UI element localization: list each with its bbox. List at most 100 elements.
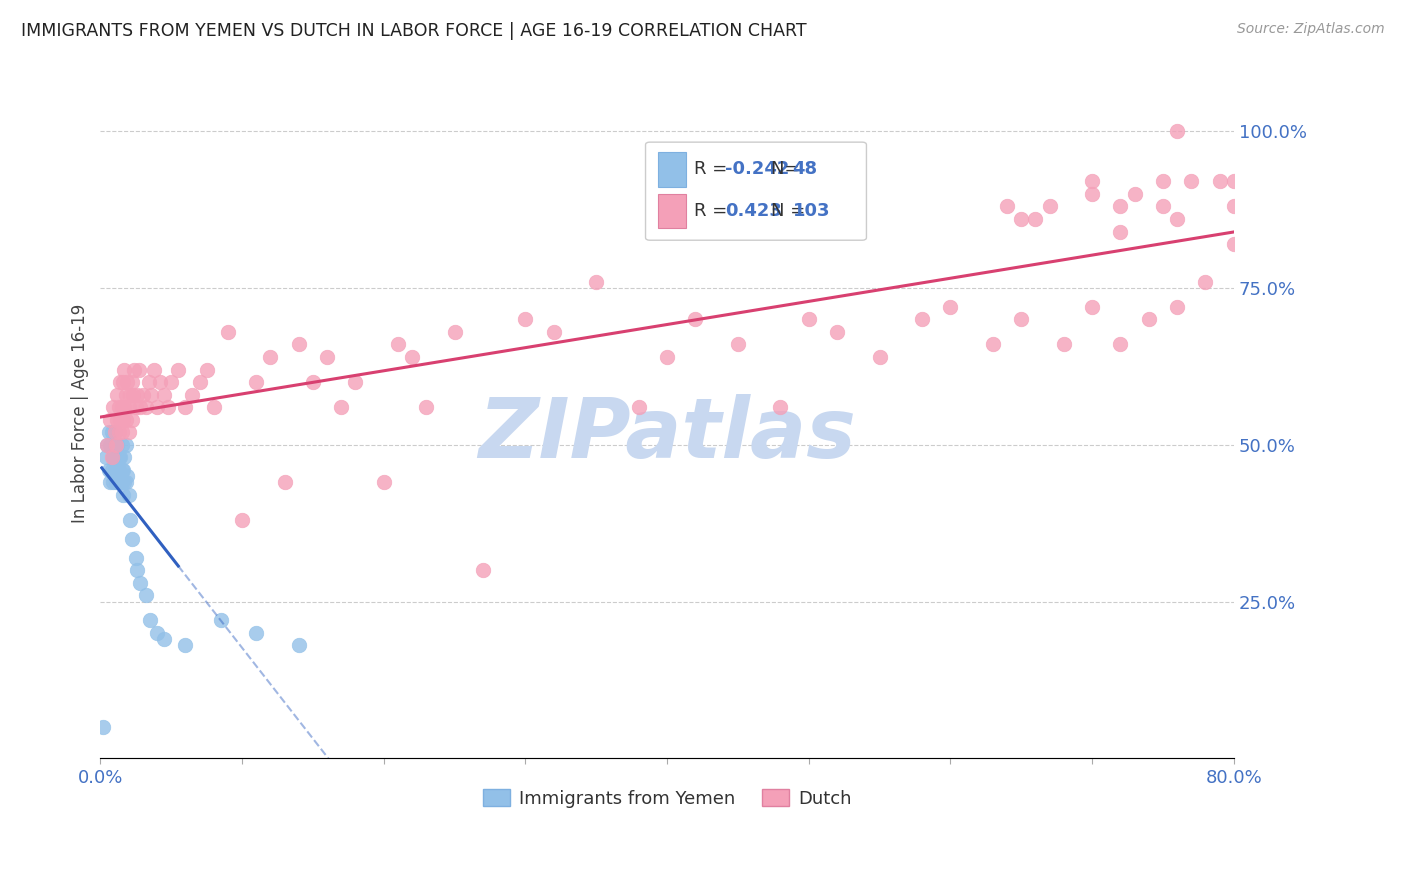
Point (401, 350, 423, 364)
Point (115, 387, 138, 401)
Point (153, 632, 176, 647)
Point (103, 425, 125, 440)
Point (118, 425, 141, 440)
Point (245, 626, 267, 640)
Text: 103: 103 (793, 202, 830, 220)
Point (101, 475, 124, 490)
Point (105, 463, 128, 477)
Point (1166, 212, 1188, 227)
Point (107, 400, 129, 414)
Point (415, 400, 437, 414)
Point (330, 400, 353, 414)
Point (108, 450, 131, 465)
Point (167, 362, 190, 376)
Point (231, 513, 253, 527)
Point (117, 375, 139, 389)
Point (1137, 312, 1160, 326)
Text: 48: 48 (793, 161, 818, 178)
Point (1109, 225, 1132, 239)
Text: R =: R = (695, 202, 740, 220)
Point (302, 375, 325, 389)
Point (111, 375, 134, 389)
Point (939, 300, 962, 314)
Point (107, 463, 129, 477)
Point (105, 387, 128, 401)
Point (287, 639, 309, 653)
Point (149, 375, 172, 389)
Point (105, 413, 128, 427)
Point (769, 400, 792, 414)
Point (121, 413, 143, 427)
Point (1053, 337, 1076, 351)
Point (1081, 300, 1104, 314)
Point (114, 400, 136, 414)
Point (443, 325, 465, 339)
Point (110, 425, 132, 440)
Point (111, 413, 134, 427)
Point (125, 550, 148, 565)
Point (101, 450, 124, 465)
Point (96, 438, 118, 452)
Point (121, 532, 143, 546)
Point (316, 350, 339, 364)
Point (108, 375, 131, 389)
Point (217, 325, 239, 339)
Point (114, 475, 136, 490)
Point (825, 325, 848, 339)
Point (195, 362, 218, 376)
Point (1223, 199, 1246, 213)
Point (111, 488, 134, 502)
Point (98, 438, 121, 452)
Point (543, 325, 565, 339)
Point (103, 438, 125, 452)
Point (104, 475, 127, 490)
Point (122, 387, 145, 401)
Text: ZIPatlas: ZIPatlas (478, 393, 856, 475)
Point (120, 387, 142, 401)
Point (273, 475, 295, 490)
Point (96, 438, 118, 452)
Point (146, 400, 169, 414)
Point (1208, 174, 1230, 188)
Point (143, 362, 166, 376)
Text: IMMIGRANTS FROM YEMEN VS DUTCH IN LABOR FORCE | AGE 16-19 CORRELATION CHART: IMMIGRANTS FROM YEMEN VS DUTCH IN LABOR … (21, 22, 807, 40)
Y-axis label: In Labor Force | Age 16-19: In Labor Force | Age 16-19 (72, 304, 89, 523)
Point (387, 337, 409, 351)
Point (128, 362, 150, 376)
Point (1109, 199, 1132, 213)
Point (120, 513, 142, 527)
Point (127, 563, 149, 577)
Text: N=: N= (770, 161, 806, 178)
Point (146, 626, 169, 640)
Text: 0.423: 0.423 (725, 202, 782, 220)
Point (1166, 124, 1188, 138)
Point (515, 312, 537, 326)
Point (981, 337, 1004, 351)
Point (627, 400, 650, 414)
Point (135, 588, 157, 602)
Point (174, 639, 197, 653)
Point (105, 475, 128, 490)
Point (869, 350, 891, 364)
Point (1223, 174, 1246, 188)
Point (1152, 174, 1174, 188)
Point (995, 199, 1018, 213)
Point (1081, 174, 1104, 188)
Point (100, 463, 122, 477)
Point (259, 350, 281, 364)
Point (118, 400, 141, 414)
Point (110, 463, 132, 477)
Point (911, 312, 934, 326)
Point (100, 425, 122, 440)
Point (1180, 174, 1202, 188)
Point (114, 450, 136, 465)
Text: N =: N = (770, 202, 806, 220)
Point (344, 375, 367, 389)
Point (141, 387, 163, 401)
Point (139, 613, 162, 627)
Point (110, 400, 132, 414)
Point (1123, 186, 1146, 201)
Point (103, 425, 125, 440)
Point (1010, 212, 1032, 227)
Point (585, 275, 607, 289)
